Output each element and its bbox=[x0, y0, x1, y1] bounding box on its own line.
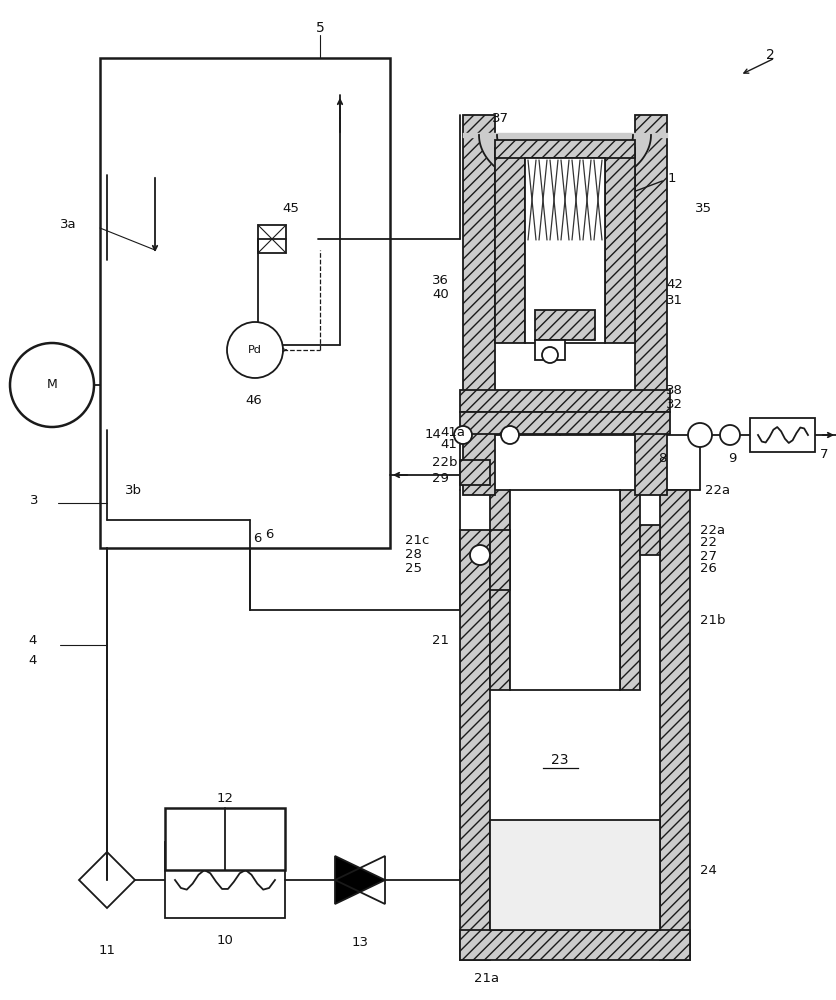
Text: 41a: 41a bbox=[440, 426, 465, 438]
Text: 37: 37 bbox=[492, 111, 508, 124]
Text: 21b: 21b bbox=[699, 613, 725, 626]
Circle shape bbox=[719, 425, 739, 445]
Bar bbox=[640, 525, 660, 555]
Bar bbox=[494, 148, 524, 343]
Text: 25: 25 bbox=[405, 562, 421, 574]
Text: 31: 31 bbox=[665, 294, 682, 306]
Text: 22a: 22a bbox=[704, 484, 729, 496]
Bar bbox=[460, 460, 489, 485]
Bar bbox=[460, 390, 669, 412]
Text: 22b: 22b bbox=[431, 456, 457, 468]
Bar bbox=[460, 412, 669, 434]
Text: 32: 32 bbox=[665, 398, 682, 412]
Bar bbox=[257, 225, 286, 253]
Text: 2: 2 bbox=[765, 48, 773, 62]
Text: 10: 10 bbox=[217, 934, 233, 946]
Circle shape bbox=[227, 322, 283, 378]
Bar bbox=[524, 158, 604, 343]
Bar bbox=[660, 490, 689, 960]
Text: 9: 9 bbox=[727, 452, 736, 464]
Text: 21a: 21a bbox=[474, 972, 499, 984]
Text: 21: 21 bbox=[431, 634, 448, 647]
Bar bbox=[604, 148, 635, 343]
Text: 36: 36 bbox=[431, 273, 448, 286]
Bar bbox=[460, 530, 489, 960]
Text: 12: 12 bbox=[217, 792, 233, 804]
Text: 1: 1 bbox=[667, 172, 675, 184]
Text: 3a: 3a bbox=[60, 219, 77, 232]
Bar bbox=[489, 530, 509, 590]
Polygon shape bbox=[289, 225, 318, 253]
Text: 4: 4 bbox=[28, 634, 36, 647]
Text: 3b: 3b bbox=[125, 484, 142, 496]
Bar bbox=[462, 115, 494, 495]
Bar bbox=[635, 115, 666, 495]
Text: Pd: Pd bbox=[247, 345, 262, 355]
Text: 6: 6 bbox=[252, 532, 261, 544]
Circle shape bbox=[687, 423, 711, 447]
Text: 5: 5 bbox=[315, 21, 324, 35]
Text: 46: 46 bbox=[245, 393, 262, 406]
Text: 42: 42 bbox=[665, 278, 682, 292]
Text: 3: 3 bbox=[30, 493, 38, 506]
Text: 35: 35 bbox=[694, 202, 711, 215]
Text: 11: 11 bbox=[99, 944, 115, 956]
Text: 14: 14 bbox=[425, 428, 441, 442]
Bar bbox=[494, 140, 635, 158]
Text: 21c: 21c bbox=[405, 534, 429, 546]
Text: 13: 13 bbox=[351, 936, 368, 950]
Bar bbox=[749, 418, 814, 452]
Bar bbox=[489, 820, 660, 930]
Text: M: M bbox=[47, 378, 58, 391]
Text: 41: 41 bbox=[440, 438, 456, 452]
Circle shape bbox=[542, 347, 558, 363]
Bar bbox=[99, 58, 390, 548]
Text: 23: 23 bbox=[551, 753, 568, 767]
Text: 6: 6 bbox=[265, 528, 273, 542]
Text: 27: 27 bbox=[699, 550, 716, 562]
Bar bbox=[619, 490, 640, 690]
Bar bbox=[509, 490, 619, 690]
Text: 24: 24 bbox=[699, 863, 716, 876]
Text: 4: 4 bbox=[28, 654, 36, 666]
Text: 29: 29 bbox=[431, 472, 448, 485]
Circle shape bbox=[10, 343, 94, 427]
Text: 45: 45 bbox=[282, 202, 298, 215]
Text: 7: 7 bbox=[819, 448, 828, 462]
Circle shape bbox=[501, 426, 518, 444]
Text: 28: 28 bbox=[405, 548, 421, 562]
Bar bbox=[460, 930, 689, 960]
Circle shape bbox=[453, 426, 472, 444]
Text: 8: 8 bbox=[657, 452, 665, 464]
Bar bbox=[534, 310, 594, 340]
Bar bbox=[489, 490, 509, 690]
Text: 22a: 22a bbox=[699, 524, 724, 536]
Circle shape bbox=[470, 545, 489, 565]
Text: 38: 38 bbox=[665, 383, 682, 396]
Bar bbox=[534, 340, 564, 360]
Text: 22: 22 bbox=[699, 536, 716, 550]
Text: 26: 26 bbox=[699, 562, 716, 576]
Bar bbox=[165, 842, 285, 918]
Polygon shape bbox=[334, 856, 385, 904]
Bar bbox=[165, 808, 285, 870]
Text: 40: 40 bbox=[431, 288, 448, 302]
